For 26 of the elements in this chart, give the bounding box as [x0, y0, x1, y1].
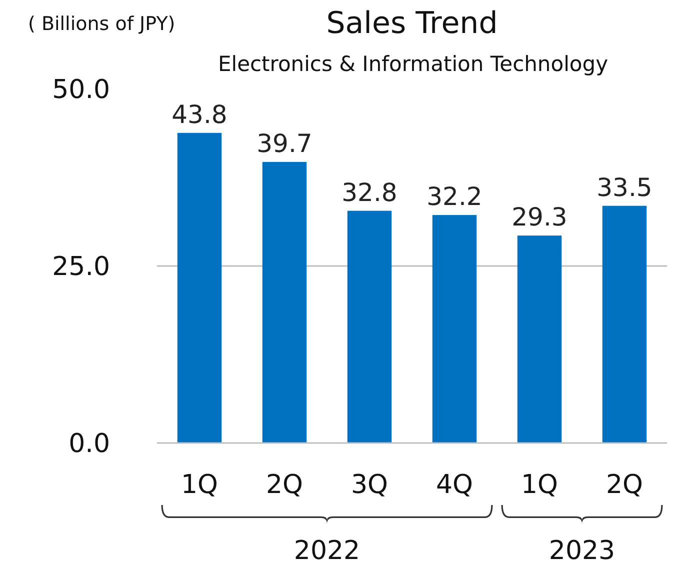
data-label: 29.3: [512, 202, 568, 232]
bar: [177, 132, 222, 443]
x-tick-label: 2Q: [606, 470, 644, 500]
x-tick-label: 1Q: [520, 470, 558, 500]
data-label: 33.5: [596, 172, 652, 202]
x-tick-label: 4Q: [436, 470, 474, 500]
bar: [262, 162, 307, 443]
bar: [432, 215, 477, 443]
y-axis-title: ( Billions of JPY): [28, 13, 176, 35]
x-tick-label: 1Q: [180, 470, 218, 500]
data-label: 32.8: [342, 178, 398, 207]
y-tick-label: 25.0: [52, 252, 110, 282]
bar: [517, 236, 562, 443]
data-label: 43.8: [172, 100, 228, 129]
data-label: 39.7: [256, 128, 312, 158]
x-tick-label: 2Q: [266, 470, 304, 500]
chart-subtitle: Electronics & Information Technology: [218, 52, 608, 76]
y-tick-label: 50.0: [52, 75, 110, 106]
chart-title: Sales Trend: [326, 6, 498, 41]
x-tick-label: 3Q: [350, 470, 388, 500]
text: 2023: [548, 536, 616, 566]
data-label: 32.2: [426, 182, 482, 212]
bar: [347, 210, 392, 443]
bar: [602, 206, 647, 443]
y-tick-label: 0.0: [68, 429, 110, 460]
text: 2022: [294, 536, 360, 566]
